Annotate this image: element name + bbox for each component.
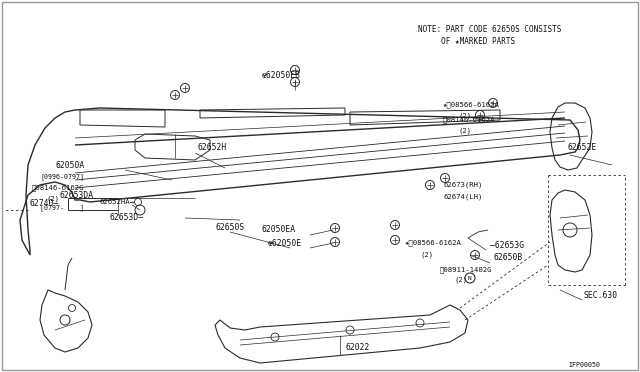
Text: 62740—: 62740— (30, 199, 60, 208)
Text: Ⓠ08911-1402G: Ⓠ08911-1402G (440, 267, 493, 273)
Text: 62674(LH): 62674(LH) (443, 194, 483, 200)
Text: 62050EA: 62050EA (262, 225, 296, 234)
Text: NOTE: PART CODE 62650S CONSISTS: NOTE: PART CODE 62650S CONSISTS (418, 26, 561, 35)
Text: [0996-0797]: [0996-0797] (40, 174, 84, 180)
Text: 62022: 62022 (345, 343, 369, 353)
Text: (2): (2) (458, 128, 471, 134)
Text: [0797-    ]: [0797- ] (40, 205, 84, 211)
Text: 62652E: 62652E (568, 144, 597, 153)
Text: IFP00050: IFP00050 (568, 362, 600, 368)
Text: 62652HA→: 62652HA→ (100, 199, 135, 205)
Text: Ⓓ08146-6162A: Ⓓ08146-6162A (443, 117, 495, 123)
Text: N: N (468, 276, 472, 280)
Text: 62050A: 62050A (55, 160, 84, 170)
Text: SEC.630: SEC.630 (584, 291, 618, 299)
Text: (2): (2) (47, 196, 60, 202)
Text: (2): (2) (455, 277, 468, 283)
Text: 62653DA: 62653DA (60, 190, 94, 199)
Text: (2): (2) (420, 252, 433, 258)
Text: ☢62050EB: ☢62050EB (262, 71, 301, 80)
Text: 62652H: 62652H (197, 144, 227, 153)
Text: Ⓓ08146-6162G: Ⓓ08146-6162G (32, 185, 84, 191)
Text: 62650S: 62650S (215, 224, 244, 232)
Text: (2): (2) (458, 113, 471, 119)
Text: ★Ⓝ08566-6162A: ★Ⓝ08566-6162A (443, 102, 500, 108)
Text: ☢62050E: ☢62050E (268, 238, 302, 247)
Text: —62653G: —62653G (490, 241, 524, 250)
Text: 62653D—: 62653D— (110, 214, 144, 222)
Text: OF ★MARKED PARTS: OF ★MARKED PARTS (418, 38, 515, 46)
Text: 62673(RH): 62673(RH) (443, 182, 483, 188)
Text: 62650B: 62650B (493, 253, 522, 263)
Text: ★Ⓝ08566-6162A: ★Ⓝ08566-6162A (405, 240, 462, 246)
